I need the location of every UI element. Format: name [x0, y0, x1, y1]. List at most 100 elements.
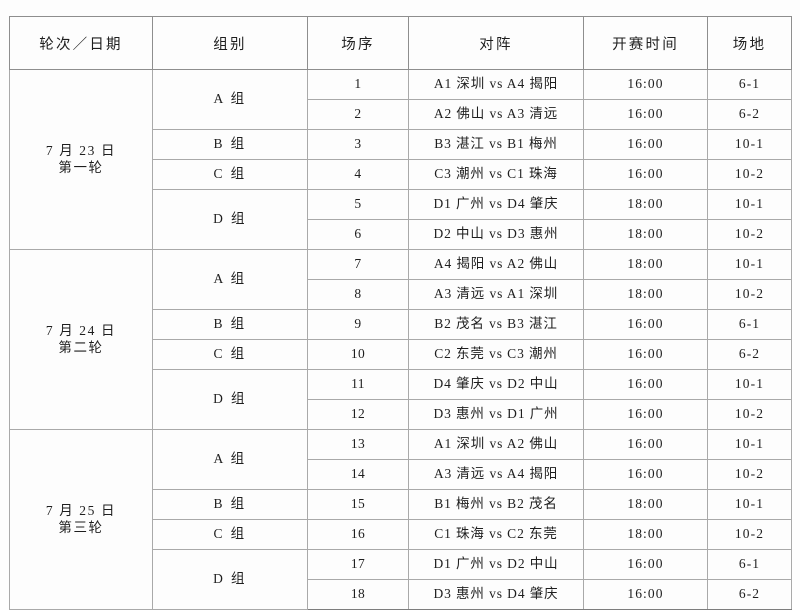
table-row: C 组 16 C1 珠海 vs C2 东莞 18:00 10-2 [10, 519, 792, 550]
table-body: 7 月 23 日第一轮 A 组 1 A1 深圳 vs A4 揭阳 16:00 6-1 2 A2… [9, 69, 792, 610]
venue-cell: 6-2 [707, 339, 792, 370]
table-row: B 组 15 B1 梅州 vs B2 茂名 18:00 10-1 [10, 489, 792, 520]
match-order-cell: 9 [307, 309, 409, 340]
column-header-venue: 场地 [707, 16, 792, 70]
match-order-cell: 12 [307, 399, 409, 430]
table-row: D 组 11 D4 肇庆 vs D2 中山 16:00 10-1 [10, 369, 792, 430]
table-row: 7 月 24 日第二轮 A 组 7 A4 揭阳 vs A2 佛山 18:00 10-1 [9, 249, 792, 430]
match-schedule-table: 轮次／日期 组别 场序 对阵 开赛时间 场地 7 月 23 日第一轮 A 组 1 A1 深圳 v… [9, 16, 792, 610]
round-date-cell: 7 月 25 日第三轮 [9, 429, 153, 610]
match-order-cell: 5 [307, 189, 409, 220]
table-header: 轮次／日期 组别 场序 对阵 开赛时间 场地 [9, 16, 792, 70]
table-row: D 组 5 D1 广州 vs D4 肇庆 18:00 10-1 [10, 189, 792, 250]
start-time-cell: 16:00 [583, 399, 708, 430]
venue-cell: 6-2 [707, 579, 792, 610]
matchup-cell: B1 梅州 vs B2 茂名 [408, 489, 584, 520]
matchup-cell: A1 深圳 vs A2 佛山 [408, 429, 584, 460]
start-time-cell: 18:00 [583, 249, 708, 280]
table-row: 14 A3 清远 vs A4 揭阳 16:00 10-2 [10, 459, 792, 490]
matchup-cell: A2 佛山 vs A3 清远 [408, 99, 584, 130]
match-order-cell: 4 [307, 159, 409, 190]
match-order-cell: 15 [307, 489, 409, 520]
venue-cell: 6-1 [707, 69, 792, 100]
matchup-cell: D1 广州 vs D4 肇庆 [408, 189, 584, 220]
start-time-cell: 18:00 [583, 489, 708, 520]
venue-cell: 10-1 [707, 189, 792, 220]
round-date: 7 月 23 日 [45, 142, 117, 158]
match-order-cell: 6 [307, 219, 409, 250]
table-row: 2 A2 佛山 vs A3 清远 16:00 6-2 [10, 99, 792, 130]
column-header-match: 对阵 [408, 16, 584, 70]
group-cell: B 组 [152, 129, 308, 160]
matchup-cell: A1 深圳 vs A4 揭阳 [408, 69, 584, 100]
venue-cell: 10-2 [707, 519, 792, 550]
start-time-cell: 16:00 [583, 369, 708, 400]
start-time-cell: 16:00 [583, 99, 708, 130]
venue-cell: 10-2 [707, 219, 792, 250]
group-cell: A 组 [152, 249, 308, 310]
start-time-cell: 18:00 [583, 519, 708, 550]
round-label: 第三轮 [58, 519, 104, 535]
round-date: 7 月 25 日 [45, 502, 117, 518]
match-order-cell: 18 [307, 579, 409, 610]
group-cell: C 组 [152, 519, 308, 550]
start-time-cell: 16:00 [583, 69, 708, 100]
group-cell: B 组 [152, 489, 308, 520]
group-cell: C 组 [152, 339, 308, 370]
venue-cell: 10-1 [707, 429, 792, 460]
round-label: 第二轮 [58, 339, 104, 355]
column-header-time: 开赛时间 [583, 16, 708, 70]
matchup-cell: C3 潮州 vs C1 珠海 [408, 159, 584, 190]
table-row: C 组 4 C3 潮州 vs C1 珠海 16:00 10-2 [10, 159, 792, 190]
matchup-cell: C1 珠海 vs C2 东莞 [408, 519, 584, 550]
group-cell: A 组 [152, 69, 308, 130]
match-order-cell: 8 [307, 279, 409, 310]
matchup-cell: C2 东莞 vs C3 潮州 [408, 339, 584, 370]
group-cell: D 组 [152, 189, 308, 250]
venue-cell: 6-2 [707, 99, 792, 130]
table-row: B 组 3 B3 湛江 vs B1 梅州 16:00 10-1 [10, 129, 792, 160]
matchup-cell: A3 清远 vs A1 深圳 [408, 279, 584, 310]
table-row: C 组 10 C2 东莞 vs C3 潮州 16:00 6-2 [10, 339, 792, 370]
header-row: 轮次／日期 组别 场序 对阵 开赛时间 场地 [9, 16, 792, 70]
venue-cell: 10-1 [707, 129, 792, 160]
match-order-cell: 3 [307, 129, 409, 160]
matchup-cell: B2 茂名 vs B3 湛江 [408, 309, 584, 340]
start-time-cell: 16:00 [583, 159, 708, 190]
group-cell: D 组 [152, 549, 308, 610]
table-row: 8 A3 清远 vs A1 深圳 18:00 10-2 [10, 279, 792, 310]
venue-cell: 10-1 [707, 369, 792, 400]
round-date-cell: 7 月 23 日第一轮 [9, 69, 153, 250]
column-header-order: 场序 [307, 16, 409, 70]
matchup-cell: B3 湛江 vs B1 梅州 [408, 129, 584, 160]
venue-cell: 6-1 [707, 309, 792, 340]
start-time-cell: 16:00 [583, 339, 708, 370]
venue-cell: 10-2 [707, 159, 792, 190]
column-header-group: 组别 [152, 16, 308, 70]
round-date: 7 月 24 日 [45, 322, 117, 338]
venue-cell: 10-1 [707, 249, 792, 280]
table-row: 7 月 25 日第三轮 A 组 13 A1 深圳 vs A2 佛山 16:00 10-1 [9, 429, 792, 610]
matchup-cell: D2 中山 vs D3 惠州 [408, 219, 584, 250]
match-order-cell: 14 [307, 459, 409, 490]
matchup-cell: D3 惠州 vs D1 广州 [408, 399, 584, 430]
matchup-cell: A3 清远 vs A4 揭阳 [408, 459, 584, 490]
venue-cell: 10-2 [707, 279, 792, 310]
match-order-cell: 2 [307, 99, 409, 130]
group-cell: C 组 [152, 159, 308, 190]
start-time-cell: 18:00 [583, 279, 708, 310]
start-time-cell: 16:00 [583, 459, 708, 490]
table-row: 12 D3 惠州 vs D1 广州 16:00 10-2 [10, 399, 792, 430]
group-cell: B 组 [152, 309, 308, 340]
matchup-cell: D3 惠州 vs D4 肇庆 [408, 579, 584, 610]
match-order-cell: 16 [307, 519, 409, 550]
match-order-cell: 13 [307, 429, 409, 460]
start-time-cell: 16:00 [583, 579, 708, 610]
round-date-cell: 7 月 24 日第二轮 [9, 249, 153, 430]
match-order-cell: 11 [307, 369, 409, 400]
matchup-cell: D4 肇庆 vs D2 中山 [408, 369, 584, 400]
start-time-cell: 18:00 [583, 189, 708, 220]
match-order-cell: 7 [307, 249, 409, 280]
start-time-cell: 16:00 [583, 429, 708, 460]
